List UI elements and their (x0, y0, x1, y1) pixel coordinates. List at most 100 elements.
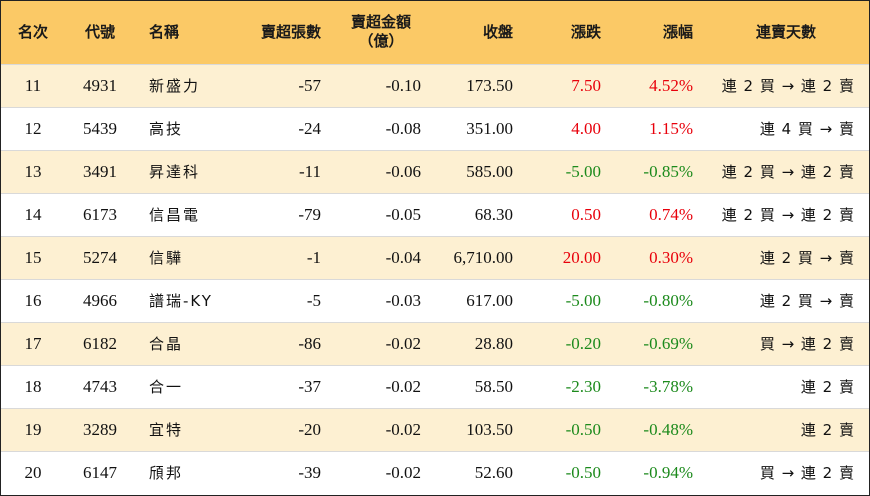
cell-sell-lots: -24 (298, 118, 321, 138)
header-sell-lots: 賣超張數 (260, 22, 321, 41)
cell-rank: 12 (24, 118, 42, 138)
header-sell-amount-line1: 賣超金額 (350, 13, 411, 32)
cell-code: 6147 (83, 462, 117, 482)
cell-name: 合晶 (149, 335, 184, 353)
cell-name: 合一 (149, 378, 184, 396)
cell-streak: 連 2 買 → 賣 (759, 249, 855, 267)
cell-rank: 15 (24, 247, 42, 267)
cell-close: 351.00 (466, 118, 513, 138)
cell-close: 6,710.00 (453, 247, 514, 267)
cell-name: 新盛力 (149, 77, 201, 95)
cell-change: 0.50 (571, 204, 601, 224)
cell-name: 宜特 (149, 421, 184, 439)
cell-sell-lots: -1 (306, 247, 321, 267)
cell-change: -0.50 (565, 419, 601, 439)
cell-code: 3289 (83, 419, 117, 439)
table-row: 20 6147 頎邦 -39 -0.02 52.60 -0.50 -0.94% 買 → 連 2 … (1, 451, 869, 494)
cell-close: 103.50 (466, 419, 513, 439)
header-sell-amount-line2: （億） (358, 32, 404, 51)
cell-sell-amount: -0.06 (385, 161, 421, 181)
header-sell-amount: 賣超金額 （億） (331, 1, 431, 64)
cell-rank: 19 (24, 419, 42, 439)
table-row: 13 3491 昇達科 -11 -0.06 585.00 -5.00 -0.85% 連 2 買 … (1, 150, 869, 193)
cell-name: 信驊 (149, 249, 184, 267)
cell-sell-lots: -5 (306, 290, 321, 310)
table-header: 名次 代號 名稱 賣超張數 賣超金額 （億） 收盤 漲跌 漲幅 連賣天數 (1, 1, 869, 64)
cell-sell-amount: -0.03 (385, 290, 421, 310)
cell-pct: 0.30% (649, 247, 693, 267)
cell-name: 信昌電 (149, 206, 201, 224)
cell-code: 3491 (83, 161, 117, 181)
cell-close: 28.80 (474, 333, 513, 353)
cell-close: 68.30 (474, 204, 513, 224)
cell-close: 173.50 (466, 75, 513, 95)
cell-code: 4743 (83, 376, 117, 396)
cell-sell-lots: -39 (298, 462, 321, 482)
table-row: 12 5439 高技 -24 -0.08 351.00 4.00 1.15% 連 4 買 → 賣 (1, 107, 869, 150)
header-change: 漲跌 (570, 22, 601, 41)
cell-sell-lots: -79 (298, 204, 321, 224)
cell-streak: 連 2 賣 (800, 378, 855, 396)
header-code: 代號 (84, 22, 115, 41)
table-row: 17 6182 合晶 -86 -0.02 28.80 -0.20 -0.69% 買 → 連 2 … (1, 322, 869, 365)
table-row: 14 6173 信昌電 -79 -0.05 68.30 0.50 0.74% 連 2 買 → 連… (1, 193, 869, 236)
cell-code: 6182 (83, 333, 117, 353)
cell-rank: 17 (24, 333, 42, 353)
cell-sell-lots: -37 (298, 376, 321, 396)
cell-streak: 買 → 連 2 賣 (759, 464, 855, 483)
cell-rank: 20 (24, 462, 42, 482)
cell-close: 585.00 (466, 161, 513, 181)
cell-close: 52.60 (474, 462, 513, 482)
header-close: 收盤 (482, 22, 513, 41)
cell-pct: 4.52% (649, 75, 693, 95)
cell-pct: -0.94% (643, 462, 693, 482)
cell-change: 20.00 (562, 247, 601, 267)
cell-change: -0.50 (565, 462, 601, 482)
cell-change: -5.00 (565, 161, 601, 181)
cell-pct: -3.78% (643, 376, 693, 396)
cell-code: 4966 (83, 290, 117, 310)
cell-pct: 0.74% (649, 204, 693, 224)
cell-pct: -0.48% (643, 419, 693, 439)
cell-sell-lots: -20 (298, 419, 321, 439)
cell-rank: 13 (24, 161, 42, 181)
cell-sell-lots: -11 (298, 161, 321, 181)
cell-rank: 18 (24, 376, 42, 396)
cell-rank: 14 (24, 204, 42, 224)
cell-sell-amount: -0.02 (385, 376, 421, 396)
cell-sell-amount: -0.05 (385, 204, 421, 224)
cell-pct: -0.69% (643, 333, 693, 353)
cell-rank: 16 (24, 290, 42, 310)
cell-change: -5.00 (565, 290, 601, 310)
cell-change: -0.20 (565, 333, 601, 353)
cell-name: 高技 (149, 120, 184, 138)
cell-pct: -0.80% (643, 290, 693, 310)
cell-rank: 11 (24, 75, 42, 95)
table-row: 16 4966 譜瑞-KY -5 -0.03 617.00 -5.00 -0.80% 連 2 買… (1, 279, 869, 322)
table-row: 18 4743 合一 -37 -0.02 58.50 -2.30 -3.78% 連 2 賣 (1, 365, 869, 408)
table-row: 19 3289 宜特 -20 -0.02 103.50 -0.50 -0.48% 連 2 賣 (1, 408, 869, 451)
cell-code: 5274 (83, 247, 117, 267)
cell-code: 6173 (83, 204, 117, 224)
header-streak: 連賣天數 (755, 22, 816, 41)
cell-name: 昇達科 (149, 163, 201, 181)
cell-change: -2.30 (565, 376, 601, 396)
header-pct: 漲幅 (662, 22, 693, 41)
table-body: 11 4931 新盛力 -57 -0.10 173.50 7.50 4.52% 連 2 買 → … (1, 64, 869, 494)
cell-code: 4931 (83, 75, 117, 95)
cell-sell-amount: -0.04 (385, 247, 421, 267)
header-name: 名稱 (149, 22, 180, 41)
cell-streak: 連 2 買 → 連 2 賣 (721, 206, 855, 224)
cell-streak: 連 2 買 → 連 2 賣 (721, 77, 855, 95)
cell-change: 4.00 (571, 118, 601, 138)
table-row: 11 4931 新盛力 -57 -0.10 173.50 7.50 4.52% 連 2 買 → … (1, 64, 869, 107)
header-rank: 名次 (17, 22, 48, 41)
cell-streak: 連 4 買 → 賣 (759, 120, 855, 138)
cell-name: 頎邦 (149, 464, 184, 483)
cell-close: 617.00 (466, 290, 513, 310)
table-row: 15 5274 信驊 -1 -0.04 6,710.00 20.00 0.30% 連 2 買 →… (1, 236, 869, 279)
cell-streak: 買 → 連 2 賣 (759, 335, 855, 353)
cell-streak: 連 2 賣 (800, 421, 855, 439)
